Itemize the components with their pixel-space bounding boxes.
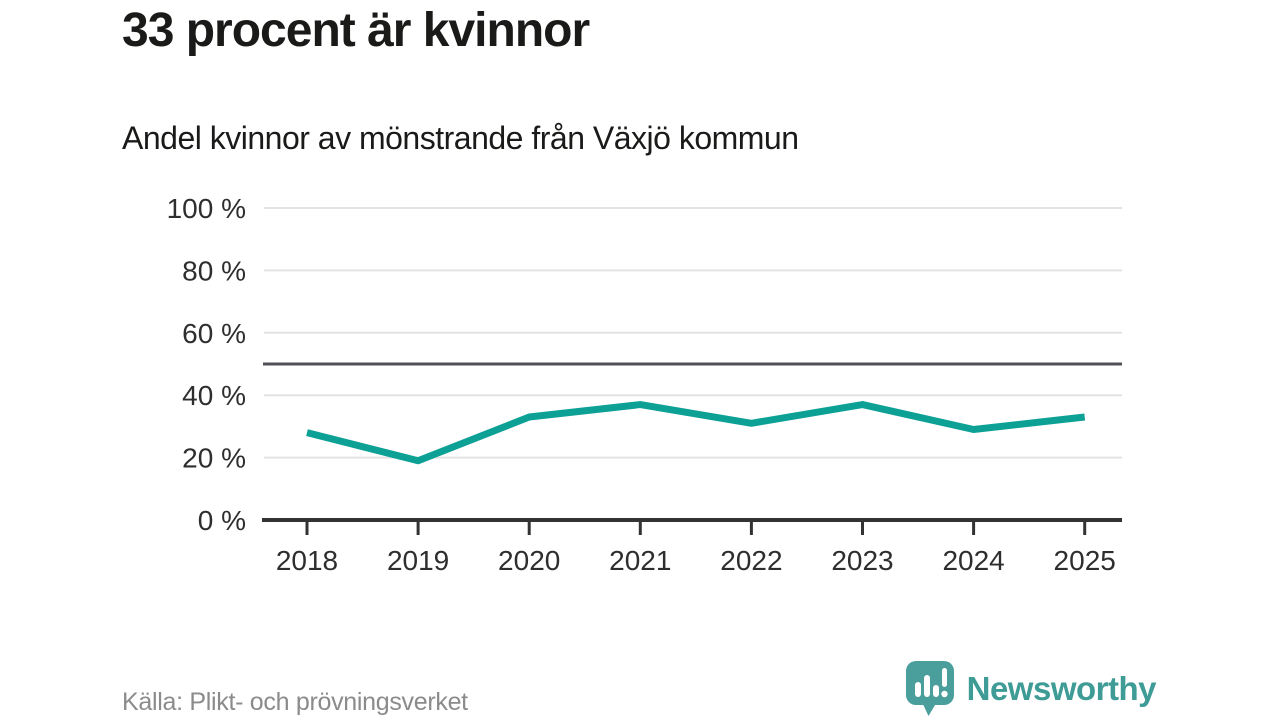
newsworthy-logo-icon [905, 661, 954, 716]
logo-barchart-glyph [914, 668, 948, 698]
logo-bubble-tail [920, 700, 938, 716]
line-chart: 0 % 20 % 40 % 60 % 80 % 100 % 2018 2019 2020 2021… [167, 193, 1122, 576]
y-tick-label: 0 % [198, 505, 246, 536]
y-tick-label: 40 % [182, 380, 246, 411]
x-tick-label: 2019 [387, 545, 449, 576]
y-tick-label: 100 % [167, 193, 246, 224]
x-tick-label: 2021 [609, 545, 671, 576]
source-text: Källa: Plikt- och prövningsverket [122, 688, 468, 716]
x-tick-label: 2022 [720, 545, 782, 576]
trend-line [306, 401, 1086, 465]
x-tick-label: 2025 [1054, 545, 1116, 576]
newsworthy-logo: Newsworthy [905, 660, 1157, 717]
y-tick-label: 20 % [182, 443, 246, 474]
x-tick-label: 2023 [831, 545, 893, 576]
chart-area: 0 % 20 % 40 % 60 % 80 % 100 % 2018 2019 2020 2021… [0, 180, 1280, 610]
page-title: 33 procent är kvinnor [122, 4, 590, 57]
x-tick-label: 2020 [498, 545, 560, 576]
x-tick-label: 2018 [276, 545, 338, 576]
chart-subtitle: Andel kvinnor av mönstrande från Växjö k… [122, 120, 799, 156]
x-tick-label: 2024 [942, 545, 1004, 576]
y-tick-label: 80 % [182, 255, 246, 286]
y-tick-label: 60 % [182, 318, 246, 349]
newsworthy-wordmark: Newsworthy [966, 669, 1157, 707]
